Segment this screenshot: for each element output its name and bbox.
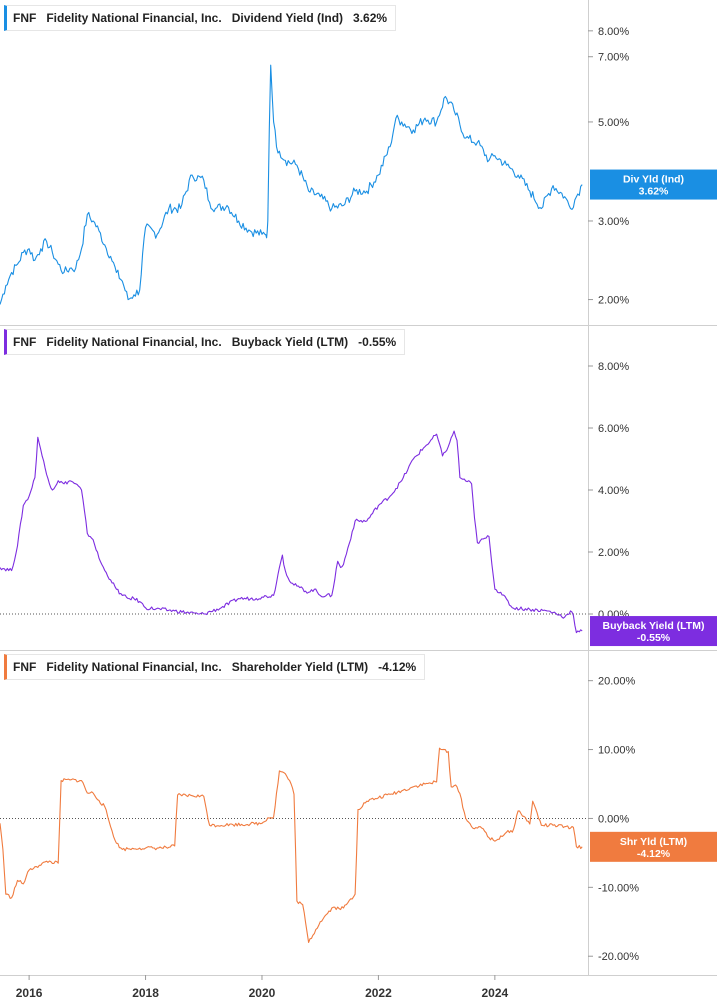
- legend-shareholder-yield: FNF Fidelity National Financial, Inc. Sh…: [4, 654, 426, 680]
- legend-buyback-yield: FNF Fidelity National Financial, Inc. Bu…: [4, 329, 406, 355]
- y-tick-label: 8.00%: [598, 26, 629, 38]
- legend-company-name: Fidelity National Financial, Inc.: [46, 335, 222, 349]
- badge-label: Buyback Yield (LTM): [603, 620, 705, 632]
- y-tick-label: 6.00%: [598, 423, 629, 435]
- legend-ticker: FNF: [13, 660, 37, 674]
- legend-value: -4.12%: [378, 660, 417, 674]
- x-tick-label: 2016: [16, 986, 43, 1000]
- axis-layer: 8.00% 7.00% 5.00% 3.00% 2.00% 8.00% 6.00% 4.00%…: [16, 26, 639, 1000]
- current-value-badge: Buyback Yield (LTM)-0.55%: [590, 616, 717, 647]
- x-tick-label: 2020: [249, 986, 276, 1000]
- badge-background: [590, 169, 717, 200]
- y-tick-label: -10.00%: [598, 882, 639, 894]
- legend-value: 3.62%: [353, 11, 388, 25]
- y-tick-label: 10.00%: [598, 745, 636, 757]
- x-tick-label: 2022: [365, 986, 392, 1000]
- legend-metric: Shareholder Yield (LTM): [231, 660, 369, 674]
- series-line: [0, 430, 583, 634]
- grid-layer: [0, 0, 717, 976]
- badge-value: 3.62%: [639, 186, 669, 198]
- badge-background: [590, 831, 717, 862]
- legend-ticker: FNF: [13, 11, 37, 25]
- x-tick-label: 2024: [481, 986, 508, 1000]
- y-tick-label: 7.00%: [598, 52, 629, 64]
- legend-metric: Buyback Yield (LTM): [231, 335, 349, 349]
- y-tick-label: 20.00%: [598, 676, 636, 688]
- current-value-badge: Div Yld (Ind)3.62%: [590, 169, 717, 200]
- series-line: [0, 747, 583, 943]
- y-tick-label: 2.00%: [598, 295, 629, 307]
- y-tick-label: 3.00%: [598, 216, 629, 228]
- badge-layer: Div Yld (Ind)3.62% Buyback Yield (LTM)-0.…: [590, 169, 717, 862]
- legend-dividend-yield: FNF Fidelity National Financial, Inc. Di…: [4, 5, 397, 31]
- y-tick-label: 0.00%: [598, 813, 629, 825]
- badge-value: -0.55%: [637, 632, 671, 644]
- legend-value: -0.55%: [358, 335, 397, 349]
- legend-company-name: Fidelity National Financial, Inc.: [46, 660, 222, 674]
- series-line: [0, 64, 583, 305]
- x-tick-label: 2018: [132, 986, 159, 1000]
- y-tick-label: 5.00%: [598, 117, 629, 129]
- y-tick-label: -20.00%: [598, 951, 639, 963]
- legend-ticker: FNF: [13, 335, 37, 349]
- badge-label: Shr Yld (LTM): [620, 836, 687, 848]
- current-value-badge: Shr Yld (LTM)-4.12%: [590, 831, 717, 862]
- badge-label: Div Yld (Ind): [623, 174, 684, 186]
- badge-background: [590, 616, 717, 647]
- y-tick-label: 8.00%: [598, 361, 629, 373]
- y-tick-label: 2.00%: [598, 547, 629, 559]
- badge-value: -4.12%: [637, 848, 671, 860]
- legend-metric: Dividend Yield (Ind): [231, 11, 344, 25]
- legend-company-name: Fidelity National Financial, Inc.: [46, 11, 222, 25]
- series-layer: [0, 64, 583, 943]
- y-tick-label: 4.00%: [598, 485, 629, 497]
